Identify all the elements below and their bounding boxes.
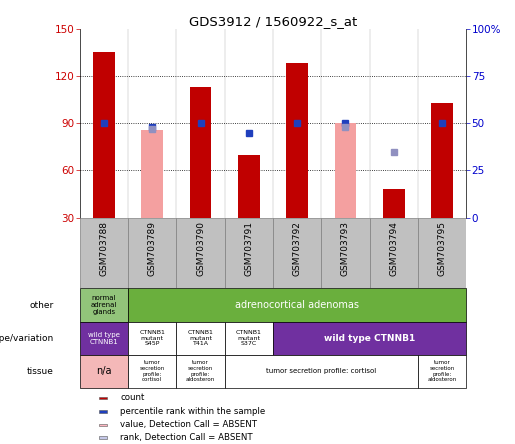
Text: other: other: [29, 301, 53, 309]
Bar: [99, 436, 107, 439]
Text: CTNNB1
mutant
S45P: CTNNB1 mutant S45P: [140, 330, 165, 346]
Text: GSM703788: GSM703788: [99, 221, 109, 276]
Title: GDS3912 / 1560922_s_at: GDS3912 / 1560922_s_at: [189, 15, 357, 28]
Text: wild type CTNNB1: wild type CTNNB1: [324, 333, 415, 343]
Bar: [80, 218, 128, 289]
Bar: [99, 410, 107, 412]
Bar: [238, 155, 260, 218]
Text: tissue: tissue: [26, 367, 53, 376]
Bar: [225, 321, 273, 355]
Text: adrenocortical adenomas: adrenocortical adenomas: [235, 300, 359, 310]
Text: n/a: n/a: [96, 366, 112, 376]
Text: tumor
secretion
profile:
cortisol: tumor secretion profile: cortisol: [140, 360, 165, 382]
Text: GSM703795: GSM703795: [437, 221, 447, 276]
Bar: [128, 355, 176, 388]
Bar: [80, 321, 128, 355]
Bar: [273, 321, 466, 355]
Bar: [431, 103, 453, 218]
Bar: [335, 123, 356, 218]
Bar: [128, 218, 176, 289]
Bar: [99, 424, 107, 426]
Bar: [80, 355, 128, 388]
Text: value, Detection Call = ABSENT: value, Detection Call = ABSENT: [121, 420, 258, 429]
Text: normal
adrenal
glands: normal adrenal glands: [91, 295, 117, 315]
Bar: [418, 218, 466, 289]
Bar: [286, 63, 308, 218]
Bar: [321, 218, 369, 289]
Bar: [190, 87, 211, 218]
Bar: [418, 355, 466, 388]
Bar: [225, 355, 418, 388]
Text: tumor secretion profile: cortisol: tumor secretion profile: cortisol: [266, 368, 376, 374]
Bar: [99, 397, 107, 399]
Text: wild type
CTNNB1: wild type CTNNB1: [88, 332, 120, 345]
Bar: [80, 289, 128, 321]
Bar: [369, 218, 418, 289]
Text: CTNNB1
mutant
T41A: CTNNB1 mutant T41A: [187, 330, 213, 346]
Bar: [176, 355, 225, 388]
Text: GSM703789: GSM703789: [148, 221, 157, 276]
Bar: [273, 218, 321, 289]
Bar: [93, 52, 115, 218]
Text: percentile rank within the sample: percentile rank within the sample: [121, 407, 266, 416]
Text: count: count: [121, 393, 145, 402]
Text: GSM703792: GSM703792: [293, 221, 302, 276]
Text: rank, Detection Call = ABSENT: rank, Detection Call = ABSENT: [121, 433, 253, 442]
Bar: [128, 321, 176, 355]
Text: GSM703791: GSM703791: [244, 221, 253, 276]
Text: GSM703794: GSM703794: [389, 221, 398, 276]
Text: GSM703793: GSM703793: [341, 221, 350, 276]
Bar: [128, 289, 466, 321]
Text: tumor
secretion
profile:
aldosteron: tumor secretion profile: aldosteron: [186, 360, 215, 382]
Bar: [383, 189, 404, 218]
Bar: [176, 321, 225, 355]
Text: CTNNB1
mutant
S37C: CTNNB1 mutant S37C: [236, 330, 262, 346]
Bar: [142, 130, 163, 218]
Bar: [225, 218, 273, 289]
Bar: [176, 218, 225, 289]
Text: tumor
secretion
profile:
aldosteron: tumor secretion profile: aldosteron: [427, 360, 457, 382]
Text: genotype/variation: genotype/variation: [0, 333, 53, 343]
Text: GSM703790: GSM703790: [196, 221, 205, 276]
